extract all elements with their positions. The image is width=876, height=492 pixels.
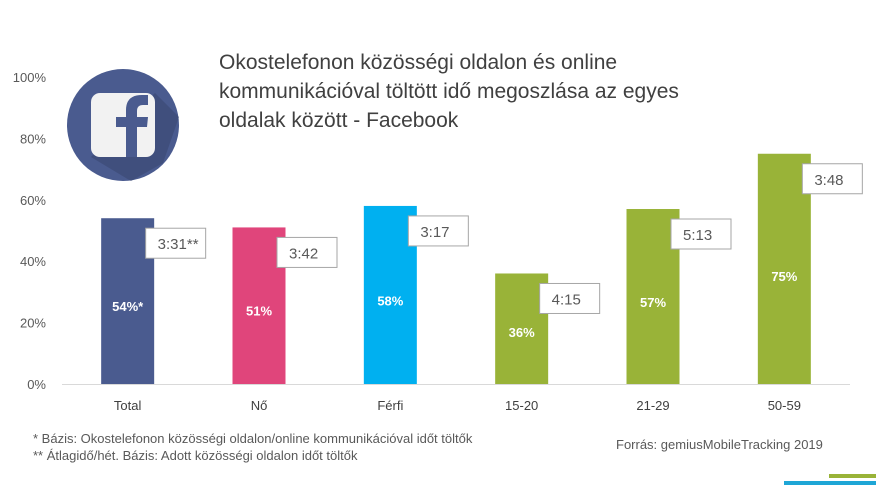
bar-value-label: 51%	[246, 303, 272, 318]
time-label: 3:42	[289, 245, 318, 262]
time-label: 5:13	[683, 227, 712, 244]
time-callout-box	[670, 218, 732, 250]
time-label: 3:17	[420, 224, 449, 241]
bar-value-label: 58%	[377, 293, 403, 308]
y-tick-label: 0%	[27, 377, 46, 392]
time-callout-box	[539, 282, 601, 314]
footnote-base: * Bázis: Okostelefonon közösségi oldalon…	[33, 431, 473, 446]
chart-title: Okostelefonon közösségi oldalon és onlin…	[219, 48, 779, 135]
y-tick-label: 60%	[20, 193, 46, 208]
time-callout-box	[407, 215, 469, 247]
bar-value-label: 36%	[509, 325, 535, 340]
y-tick-label: 80%	[20, 131, 46, 146]
x-tick-label: 21-29	[636, 398, 669, 413]
footnotes: * Bázis: Okostelefonon közösségi oldalon…	[33, 430, 472, 464]
time-callout-box	[801, 163, 863, 195]
chart-title-line-3: oldalak között - Facebook	[219, 109, 459, 132]
bar-value-label: 75%	[771, 269, 797, 284]
time-label: 3:31**	[158, 236, 199, 253]
y-tick-label: 20%	[20, 316, 46, 331]
x-tick-label: 50-59	[768, 398, 801, 413]
time-label: 4:15	[552, 291, 581, 308]
decor-green-stripe	[829, 474, 876, 478]
x-tick-label: 15-20	[505, 398, 538, 413]
bar-value-label: 57%	[640, 295, 666, 310]
time-label: 3:48	[814, 172, 843, 189]
chart-title-line-2: kommunikációval töltött idő megoszlása a…	[219, 80, 679, 103]
footnote-average-time: ** Átlagidő/hét. Bázis: Adott közösségi …	[33, 448, 358, 463]
decor-blue-stripe	[784, 481, 876, 485]
chart-title-line-1: Okostelefonon közösségi oldalon és onlin…	[219, 51, 618, 74]
time-callout-box	[145, 227, 207, 259]
facebook-logo-icon	[67, 69, 179, 181]
time-callout-box	[276, 236, 338, 268]
x-tick-label: Nő	[251, 398, 268, 413]
bar-value-label: 54%*	[112, 299, 144, 314]
x-tick-label: Férfi	[377, 398, 403, 413]
y-tick-label: 100%	[13, 70, 47, 85]
source-note: Forrás: gemiusMobileTracking 2019	[616, 437, 823, 452]
y-tick-label: 40%	[20, 254, 46, 269]
x-tick-label: Total	[114, 398, 142, 413]
